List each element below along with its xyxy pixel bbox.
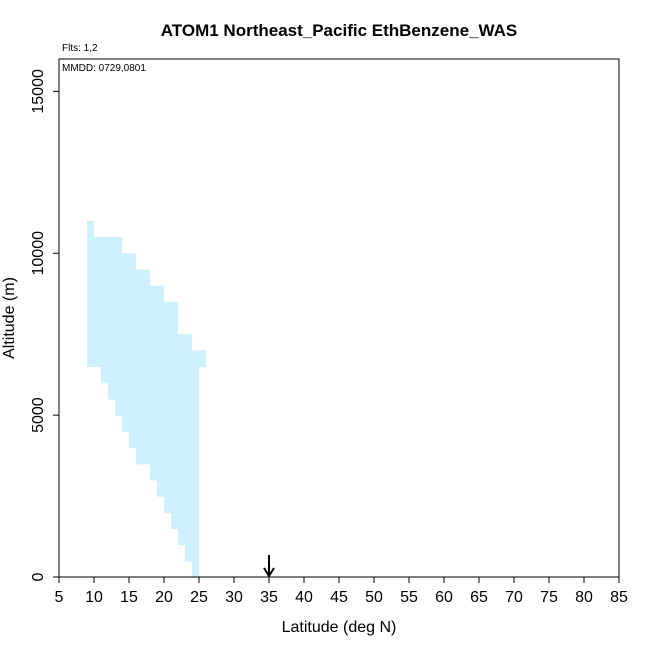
altitude-bin-fill	[87, 301, 178, 319]
altitude-bin-fill	[185, 544, 199, 562]
altitude-bin-fill	[150, 463, 199, 481]
altitude-bin-fill	[192, 560, 199, 578]
x-tick-label: 5	[55, 589, 64, 606]
altitude-bin-fill	[136, 447, 199, 465]
altitude-bin-fill	[122, 415, 199, 432]
flights-label: Flts: 1,2	[62, 43, 98, 54]
altitude-bin-fill	[164, 496, 199, 513]
x-tick-label: 25	[190, 589, 208, 606]
marker-arrow-head	[263, 567, 275, 578]
x-tick-label: 75	[540, 589, 558, 606]
x-tick-label: 10	[85, 589, 103, 606]
altitude-bin-fills	[87, 220, 206, 578]
x-tick-label: 70	[505, 589, 523, 606]
altitude-bin-fill	[129, 431, 199, 449]
y-tick-label: 10000	[30, 231, 47, 276]
x-tick-label: 55	[400, 589, 418, 606]
chart-title: ATOM1 Northeast_Pacific EthBenzene_WAS	[161, 21, 517, 40]
x-tick-label: 30	[225, 589, 243, 606]
dates-label: MMDD: 0729,0801	[62, 63, 146, 74]
altitude-bin-fill	[87, 285, 164, 303]
x-axis: 5 10 15 20 25 30 35 40 45 50 55 60 65 70 75 80 85	[55, 576, 628, 606]
y-axis-label: Altitude (m)	[1, 277, 18, 359]
y-tick-label: 15000	[30, 69, 47, 114]
altitude-bin-fill	[178, 528, 199, 546]
altitude-bin-fill	[101, 366, 199, 384]
x-tick-label: 50	[365, 589, 383, 606]
x-axis-label: Latitude (deg N)	[282, 619, 397, 636]
x-tick-label: 35	[260, 589, 278, 606]
x-tick-label: 45	[330, 589, 348, 606]
altitude-bin-fill	[157, 479, 199, 497]
altitude-bin-fill	[87, 318, 178, 335]
altitude-bin-fill	[87, 269, 150, 287]
x-tick-label: 40	[295, 589, 313, 606]
latitude-marker-arrow	[263, 555, 275, 578]
y-axis: 0 5000 10000 15000	[30, 59, 60, 581]
altitude-bin-fill	[87, 237, 122, 254]
altitude-bin-fill	[87, 253, 136, 271]
x-tick-label: 65	[470, 589, 488, 606]
x-tick-label: 80	[575, 589, 593, 606]
altitude-bin-fill	[108, 382, 199, 400]
altitude-bin-fill	[171, 512, 199, 530]
x-tick-label: 85	[610, 589, 628, 606]
y-tick-label: 5000	[30, 397, 47, 433]
x-tick-label: 20	[155, 589, 173, 606]
x-tick-label: 60	[435, 589, 453, 606]
altitude-bin-fill	[87, 350, 206, 368]
x-tick-label: 15	[120, 589, 138, 606]
y-tick-label: 0	[30, 572, 47, 581]
altitude-bin-fill	[87, 334, 192, 351]
altitude-bin-fill	[115, 398, 199, 416]
altitude-bin-fill	[87, 220, 94, 238]
